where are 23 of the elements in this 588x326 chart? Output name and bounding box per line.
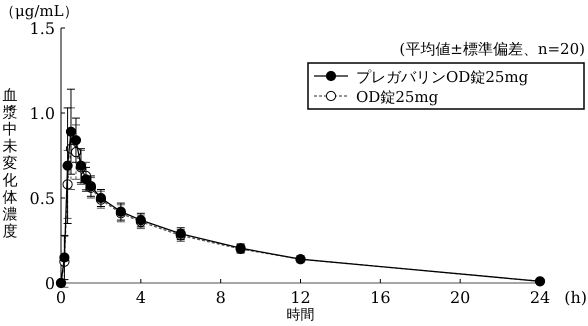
x-tick-label: 16	[370, 288, 391, 307]
x-tick-label: 12	[290, 288, 311, 307]
y-tick-label: 0.5	[30, 189, 55, 208]
point	[59, 252, 70, 263]
legend-label: プレガバリンOD錠25mg	[356, 68, 529, 86]
x-axis-title: 時間	[286, 307, 314, 323]
point	[80, 174, 92, 184]
y-tick-label: 0	[44, 274, 55, 293]
text: （μg/mL）	[0, 2, 79, 20]
text: (h)	[564, 288, 587, 307]
y-tick-label: 1.5	[30, 19, 55, 38]
x-tick-label: 24	[530, 288, 550, 307]
x-tick-label: 8	[216, 288, 226, 307]
x-tick-label: 0	[56, 288, 66, 307]
annotation: (平均値±標準偏差、n=20)	[399, 40, 585, 58]
x-tick-label: 20	[450, 288, 470, 307]
text: 血漿中未変化体濃度	[2, 86, 18, 240]
point	[70, 135, 82, 146]
point	[66, 126, 76, 137]
y-tick-label: 1.0	[30, 104, 55, 123]
legend-label: OD錠25mg	[356, 88, 439, 106]
point	[62, 160, 73, 171]
x-tick-label: 4	[136, 288, 146, 307]
